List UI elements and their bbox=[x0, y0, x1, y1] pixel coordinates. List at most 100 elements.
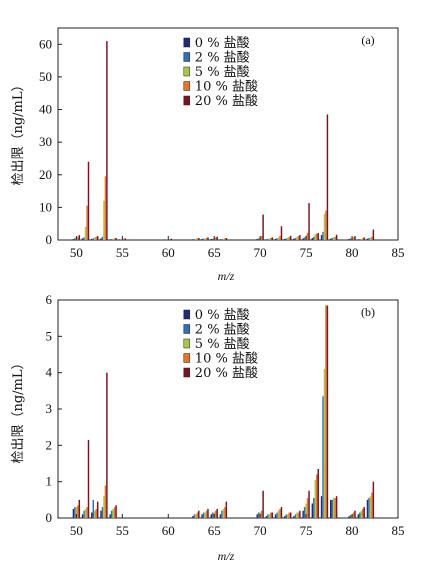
bar bbox=[198, 510, 200, 518]
bar bbox=[92, 238, 95, 240]
bar bbox=[225, 501, 228, 518]
bar bbox=[124, 238, 126, 240]
legend-entry: 2 % 盐酸 bbox=[195, 323, 250, 338]
bar bbox=[219, 239, 222, 240]
bar bbox=[302, 510, 304, 518]
bar bbox=[303, 237, 306, 240]
bar bbox=[94, 510, 96, 518]
bar bbox=[294, 514, 297, 518]
x-tick-label: 65 bbox=[208, 523, 221, 538]
bar bbox=[293, 516, 295, 518]
bar bbox=[366, 499, 369, 518]
bar bbox=[317, 233, 319, 240]
bar bbox=[296, 512, 298, 518]
bar bbox=[257, 238, 260, 240]
bar bbox=[311, 503, 314, 518]
y-tick-label: 6 bbox=[46, 292, 53, 307]
bar bbox=[201, 239, 203, 240]
bar bbox=[372, 229, 375, 240]
bar bbox=[205, 510, 208, 518]
legend-entry: 5 % 盐酸 bbox=[195, 337, 250, 352]
bar bbox=[330, 499, 332, 518]
bar bbox=[256, 239, 258, 240]
bar bbox=[212, 238, 214, 240]
bar bbox=[95, 508, 97, 518]
x-axis-label-b: m/z bbox=[218, 549, 235, 563]
bar bbox=[296, 237, 298, 240]
bar bbox=[299, 510, 301, 518]
bar bbox=[361, 238, 364, 240]
bar bbox=[221, 239, 223, 240]
bar bbox=[335, 234, 338, 240]
y-tick-label: 40 bbox=[39, 102, 52, 117]
bar bbox=[267, 514, 269, 518]
bar bbox=[86, 205, 88, 240]
bar bbox=[115, 238, 117, 240]
bar bbox=[91, 239, 93, 240]
bar bbox=[100, 238, 102, 240]
bar bbox=[202, 238, 205, 240]
bar bbox=[279, 236, 281, 240]
bar bbox=[271, 512, 274, 518]
bar bbox=[170, 238, 172, 240]
bar bbox=[103, 200, 105, 240]
bar bbox=[192, 239, 194, 240]
bar bbox=[323, 213, 326, 240]
bar bbox=[276, 512, 278, 518]
bar bbox=[369, 496, 372, 518]
bar bbox=[86, 507, 88, 518]
bar bbox=[320, 235, 323, 240]
bar bbox=[265, 239, 268, 240]
bar bbox=[320, 496, 323, 518]
bar bbox=[210, 239, 213, 240]
legend-swatch bbox=[183, 353, 191, 363]
bar bbox=[280, 507, 283, 518]
bar bbox=[285, 514, 287, 518]
bar bbox=[268, 514, 271, 518]
bar bbox=[104, 176, 107, 240]
bar bbox=[280, 226, 283, 240]
bar bbox=[262, 214, 264, 240]
bar bbox=[101, 507, 104, 518]
panel-label-b: (b) bbox=[361, 305, 375, 319]
bar bbox=[270, 512, 272, 518]
bar bbox=[316, 233, 318, 240]
bar bbox=[294, 238, 297, 240]
bar bbox=[354, 236, 356, 240]
bar bbox=[274, 239, 277, 240]
legend-swatch bbox=[183, 324, 191, 334]
legend-entry: 5 % 盐酸 bbox=[195, 65, 250, 80]
bar bbox=[306, 232, 309, 240]
bar bbox=[112, 238, 114, 240]
legend-swatch bbox=[183, 66, 191, 77]
y-tick-label: 60 bbox=[39, 36, 52, 51]
bar bbox=[289, 512, 292, 518]
bar bbox=[314, 479, 317, 518]
bar bbox=[302, 238, 304, 240]
y-tick-label: 50 bbox=[39, 69, 52, 84]
bar bbox=[334, 236, 336, 240]
bar bbox=[77, 236, 79, 240]
bar bbox=[332, 498, 335, 518]
bar bbox=[91, 512, 93, 518]
bar bbox=[202, 512, 205, 518]
bar bbox=[260, 510, 263, 518]
y-ticks-a: 0 10 20 30 40 50 60 bbox=[39, 36, 62, 247]
bar bbox=[305, 503, 307, 518]
bar bbox=[297, 236, 300, 240]
bar bbox=[288, 237, 290, 240]
y-tick-label: 2 bbox=[46, 437, 53, 452]
bar bbox=[332, 237, 335, 240]
legend-entry: 20 % 盐酸 bbox=[195, 94, 258, 109]
x-tick-label: 50 bbox=[70, 245, 83, 260]
bar bbox=[335, 496, 338, 518]
bar bbox=[94, 237, 96, 240]
bar bbox=[84, 508, 87, 518]
bar bbox=[330, 238, 332, 240]
bar bbox=[313, 498, 315, 518]
bar bbox=[368, 238, 370, 240]
legend-swatch bbox=[183, 52, 191, 62]
bar bbox=[359, 512, 361, 518]
x-tick-label: 85 bbox=[392, 245, 405, 260]
bar bbox=[87, 161, 90, 240]
